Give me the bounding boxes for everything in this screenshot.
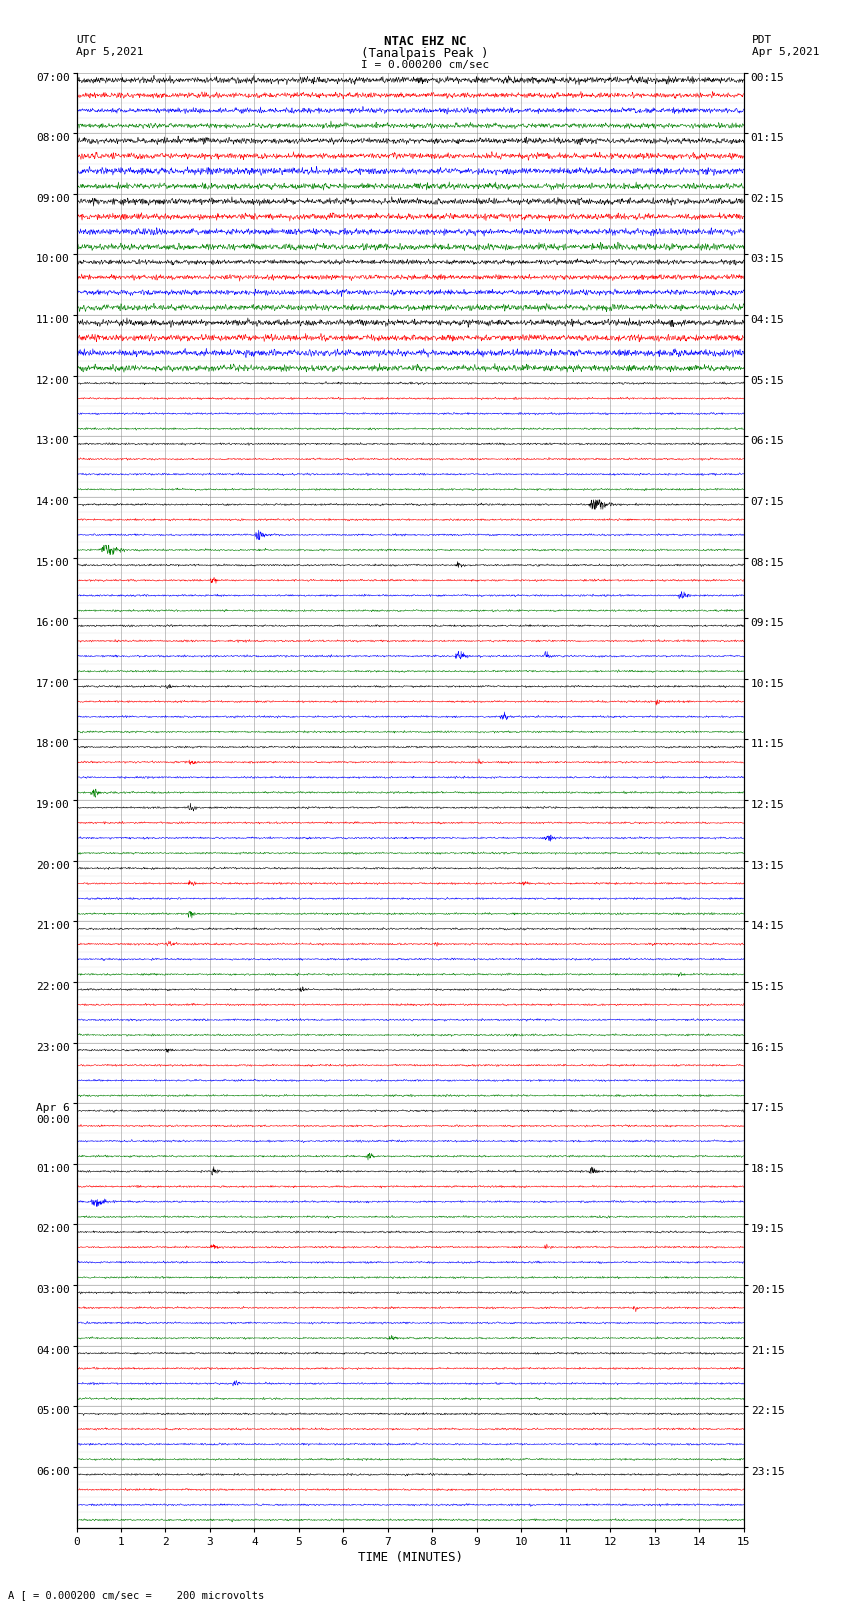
Text: I = 0.000200 cm/sec: I = 0.000200 cm/sec <box>361 60 489 69</box>
Text: Apr 5,2021: Apr 5,2021 <box>752 47 819 56</box>
X-axis label: TIME (MINUTES): TIME (MINUTES) <box>358 1550 462 1563</box>
Text: PDT: PDT <box>752 35 773 45</box>
Text: (Tanalpais Peak ): (Tanalpais Peak ) <box>361 47 489 60</box>
Text: UTC: UTC <box>76 35 97 45</box>
Text: Apr 5,2021: Apr 5,2021 <box>76 47 144 56</box>
Text: A [ = 0.000200 cm/sec =    200 microvolts: A [ = 0.000200 cm/sec = 200 microvolts <box>8 1590 264 1600</box>
Text: NTAC EHZ NC: NTAC EHZ NC <box>383 35 467 48</box>
